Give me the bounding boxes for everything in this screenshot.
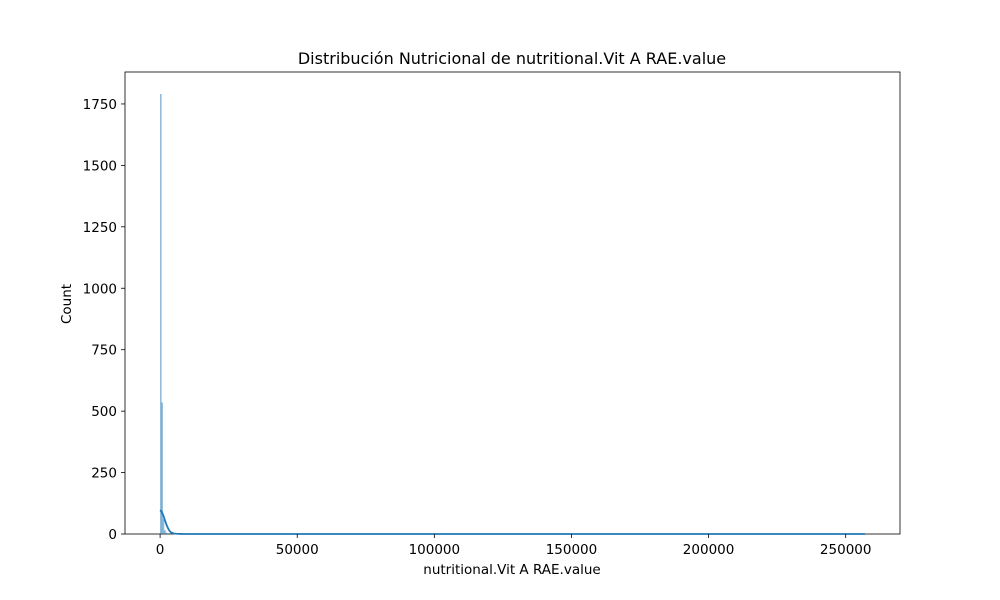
y-tick-label: 0 — [108, 527, 117, 543]
chart-title: Distribución Nutricional de nutritional.… — [298, 49, 726, 68]
x-axis-ticks: 0 50000 100000 150000 200000 250000 — [156, 534, 872, 558]
histogram-bar — [161, 402, 163, 535]
x-tick-label: 0 — [156, 542, 165, 558]
kde-line — [159, 509, 865, 535]
y-tick-label: 1000 — [83, 281, 117, 297]
histogram-bar — [164, 530, 166, 535]
y-tick-label: 1250 — [83, 220, 117, 236]
y-tick-label: 1750 — [83, 97, 117, 113]
x-axis-label: nutritional.Vit A RAE.value — [423, 562, 600, 578]
y-tick-label: 500 — [91, 404, 117, 420]
y-axis-ticks: 0 250 500 750 1000 1250 1500 1750 — [83, 97, 125, 543]
y-axis-label: Count — [59, 284, 75, 324]
y-tick-label: 750 — [91, 343, 117, 359]
histogram-bar — [165, 532, 168, 535]
histogram-bar — [160, 94, 162, 535]
axes-frame — [124, 71, 901, 535]
y-tick-label: 1500 — [83, 158, 117, 174]
plot-area — [124, 71, 901, 535]
x-tick-label: 100000 — [409, 542, 461, 558]
histogram-bars — [160, 94, 168, 535]
x-tick-label: 250000 — [820, 542, 872, 558]
y-tick-label: 250 — [91, 466, 117, 482]
x-tick-label: 200000 — [683, 542, 735, 558]
x-tick-label: 150000 — [546, 542, 598, 558]
histogram-bar — [162, 519, 165, 535]
x-tick-label: 50000 — [276, 542, 319, 558]
